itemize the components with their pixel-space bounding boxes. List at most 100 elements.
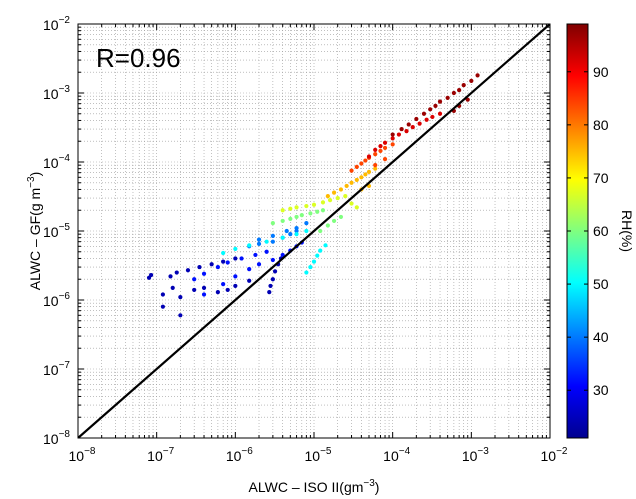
data-point — [308, 211, 313, 216]
data-point — [354, 177, 359, 183]
y-tick-label: 10−5 — [43, 222, 70, 240]
data-point — [390, 132, 395, 137]
data-point — [382, 145, 388, 151]
data-point — [410, 125, 415, 130]
grid — [78, 24, 550, 438]
data-point — [359, 161, 364, 166]
data-point — [294, 232, 299, 237]
data-point — [267, 290, 272, 295]
data-point — [325, 223, 330, 228]
data-point — [311, 202, 317, 207]
colorbar-tick-label: 30 — [593, 382, 609, 398]
data-point — [280, 208, 285, 213]
data-point — [315, 253, 320, 258]
data-points — [146, 73, 480, 318]
colorbar-label: RH(%) — [619, 210, 635, 252]
data-point — [354, 164, 359, 169]
colorbar-ticks: 30 40 50 60 70 80 90 — [567, 64, 609, 398]
data-point — [327, 198, 333, 203]
data-point — [461, 83, 466, 88]
data-point — [178, 313, 183, 318]
data-point — [465, 97, 470, 102]
data-point — [270, 233, 275, 238]
data-point — [343, 194, 348, 199]
data-point — [344, 183, 349, 189]
data-point — [284, 228, 289, 234]
y-tick-label: 10−2 — [43, 15, 70, 33]
data-point — [457, 88, 462, 93]
data-point — [149, 272, 154, 278]
data-point — [335, 195, 340, 201]
colorbar-tick-label: 90 — [593, 64, 609, 80]
data-point — [280, 252, 285, 258]
colorbar-tick-label: 60 — [593, 223, 609, 239]
data-point — [417, 121, 422, 126]
data-point — [178, 295, 183, 300]
data-point — [437, 111, 443, 116]
data-point — [239, 256, 244, 261]
data-point — [233, 246, 238, 252]
data-point — [304, 228, 309, 234]
data-point — [475, 73, 480, 78]
r-annotation: R=0.96 — [96, 43, 181, 73]
data-point — [256, 241, 262, 247]
x-tick-label: 10−2 — [541, 446, 568, 464]
data-point — [349, 168, 354, 173]
data-point — [363, 172, 368, 177]
data-point — [349, 180, 354, 185]
data-point — [320, 200, 326, 205]
data-point — [445, 95, 450, 100]
colorbar-tick-label: 40 — [593, 329, 609, 345]
x-tick-label: 10−6 — [226, 446, 253, 464]
data-point — [311, 259, 317, 264]
colorbar-tick-label: 50 — [593, 276, 609, 292]
data-point — [268, 283, 273, 289]
data-point — [373, 163, 378, 168]
x-tick-label: 10−8 — [69, 446, 96, 464]
data-point — [270, 239, 275, 244]
data-point — [373, 147, 378, 152]
data-point — [373, 152, 378, 157]
data-point — [308, 264, 313, 270]
data-point — [299, 212, 304, 218]
data-point — [363, 158, 368, 163]
data-point — [451, 90, 456, 96]
data-point — [247, 243, 252, 248]
data-point — [433, 103, 438, 109]
data-point — [304, 270, 309, 275]
data-point — [288, 206, 293, 211]
data-point — [373, 166, 378, 171]
axis-ticks — [77, 23, 551, 439]
one-to-one-line — [78, 24, 550, 438]
data-point — [338, 214, 344, 220]
data-point — [225, 287, 230, 293]
data-point — [318, 248, 323, 253]
data-point — [331, 218, 337, 224]
data-point — [168, 274, 173, 279]
data-point — [170, 285, 175, 290]
data-point — [421, 111, 427, 116]
data-point — [221, 259, 226, 264]
colorbar-tick-label: 70 — [593, 170, 609, 186]
data-point — [272, 269, 278, 274]
data-point — [469, 78, 474, 83]
data-point — [390, 136, 395, 141]
y-tick-labels: 10−8 10−7 10−6 10−5 10−4 10−3 10−2 — [43, 15, 70, 447]
data-point — [221, 281, 226, 287]
data-point — [233, 283, 238, 289]
data-point — [225, 260, 230, 265]
data-point — [201, 292, 207, 297]
x-axis-label: ALWC – ISO II(gm−3) — [249, 478, 380, 495]
data-point — [428, 107, 433, 112]
y-tick-label: 10−3 — [43, 84, 70, 102]
data-point — [294, 214, 299, 220]
data-point — [430, 114, 435, 120]
data-point — [215, 264, 220, 270]
data-point — [399, 126, 404, 132]
data-point — [233, 256, 238, 261]
data-point — [264, 239, 269, 244]
data-point — [256, 262, 262, 267]
data-point — [221, 250, 226, 256]
data-point — [264, 249, 269, 254]
